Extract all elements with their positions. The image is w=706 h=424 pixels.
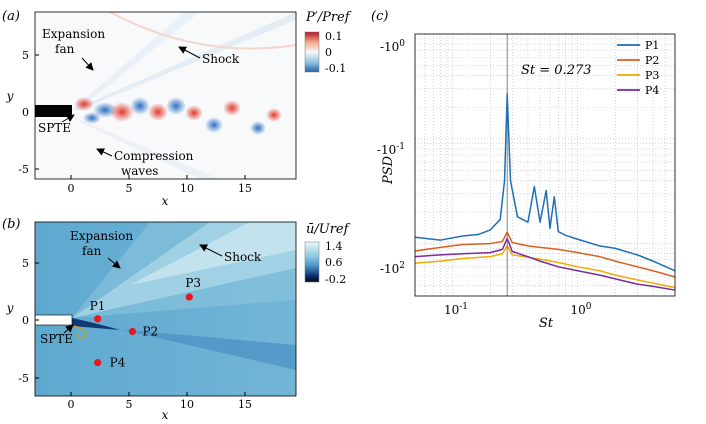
a-ytick: 5: [22, 49, 29, 62]
panel-c: (c) -100 -10-1 -102 10-1 100 St PSD St =…: [371, 9, 676, 331]
psd-series: [414, 92, 676, 291]
psd-legend: P1 P2 P3 P4: [617, 39, 659, 97]
psd-yticks: -100 -10-1 -102: [377, 39, 405, 276]
psd-ytick-1e0: -100: [380, 39, 405, 54]
probe-p3-label: P3: [185, 276, 201, 290]
panel-b-colorbar: ū/Uref 1.4 0.6 -0.2: [304, 222, 351, 286]
probe-p4-marker: [94, 358, 102, 367]
panel-b-label: (b): [2, 217, 20, 232]
b-spte-label: SPTE: [40, 332, 73, 346]
a-colorbar-tick: 0: [325, 46, 332, 59]
legend-label-p1: P1: [645, 39, 659, 52]
panel-a-annotations: Expansion fan Shock SPTE Compression wav…: [38, 27, 240, 178]
legend-label-p3: P3: [645, 69, 659, 82]
psd-xticks: 10-1 100: [444, 302, 592, 317]
strouhal-annotation: St = 0.273: [521, 63, 592, 78]
panel-a-label: (a): [2, 9, 20, 24]
a-colorbar-tick: 0.1: [325, 30, 343, 43]
psd-ylabel: PSD: [381, 155, 396, 185]
psd-ytick-1e2: -102: [380, 261, 405, 276]
a-spte-label: SPTE: [38, 121, 71, 135]
a-expansion-label: Expansion: [42, 27, 105, 41]
legend-label-p2: P2: [645, 54, 659, 67]
probe-p2-label: P2: [142, 325, 158, 339]
a-ylabel: y: [6, 89, 14, 103]
a-colorbar-title: P′/Pref: [305, 10, 352, 25]
panel-b-field: [35, 222, 296, 396]
panel-a-colorbar: P′/Pref 0.1 0 -0.1: [304, 10, 352, 75]
a-xlabel: x: [162, 194, 169, 208]
b-xtick: 5: [126, 398, 133, 411]
panel-a: (a): [2, 9, 352, 208]
a-xtick: 10: [180, 182, 194, 195]
psd-xtick-1e-1: 10-1: [444, 302, 468, 317]
a-ytick: 0: [22, 106, 29, 119]
a-waves-label: waves: [121, 164, 158, 178]
b-ytick: -5: [18, 372, 29, 385]
a-fan-label: fan: [55, 42, 75, 56]
panel-b-annotations: Expansion fan Shock SPTE: [40, 229, 262, 346]
a-xtick: 15: [238, 182, 252, 195]
psd-series-p1: [414, 92, 676, 272]
probe-p1-label: P1: [90, 299, 106, 313]
b-shock-label: Shock: [224, 250, 262, 264]
psd-xtick-1e0: 100: [570, 302, 591, 317]
probe-points: P1 P2 P3 P4: [90, 276, 201, 370]
a-xtick: 5: [126, 182, 133, 195]
panel-c-label: (c): [371, 9, 388, 24]
b-expansion-label: Expansion: [70, 229, 133, 243]
b-colorbar-tick: -0.2: [325, 273, 346, 286]
b-colorbar-tick: 0.6: [325, 256, 343, 269]
panel-b: (b) P1 P2 P3 P4 0 5 10 15: [2, 217, 351, 422]
psd-frame: [414, 33, 676, 297]
b-colorbar-title: ū/Uref: [306, 222, 351, 237]
panel-a-field: [35, 12, 296, 179]
a-colorbar-tick: -0.1: [325, 62, 346, 75]
b-fan-label: fan: [82, 244, 102, 258]
b-xtick: 0: [68, 398, 75, 411]
b-xlabel: x: [162, 408, 169, 422]
a-xtick: 0: [68, 182, 75, 195]
a-ytick: -5: [18, 163, 29, 176]
plate: [35, 314, 73, 326]
a-shock-label: Shock: [202, 52, 240, 66]
psd-series-p4: [414, 237, 676, 291]
b-xtick: 10: [180, 398, 194, 411]
b-xtick: 15: [238, 398, 252, 411]
probe-p3-marker: [185, 293, 193, 301]
psd-ytick-1e1: -10-1: [377, 142, 405, 157]
b-ytick: 5: [22, 257, 29, 270]
b-colorbar-tick: 1.4: [325, 240, 343, 253]
legend-label-p4: P4: [645, 84, 659, 97]
panel-b-axes: 0 5 10 15 5 0 -5 x y: [6, 257, 252, 422]
b-ytick: 0: [22, 314, 29, 327]
probe-p4-label: P4: [110, 356, 126, 370]
probe-p1-marker: [94, 315, 102, 323]
a-compression-label: Compression: [114, 149, 194, 163]
probe-p2-marker: [128, 327, 137, 336]
psd-xlabel: St: [539, 316, 554, 331]
vortex-street: [74, 97, 282, 135]
psd-series-p2: [414, 231, 676, 278]
panel-a-axes: 0 5 10 15 5 0 -5 x y: [6, 49, 252, 208]
plate: [35, 105, 72, 117]
b-ylabel: y: [6, 301, 14, 315]
